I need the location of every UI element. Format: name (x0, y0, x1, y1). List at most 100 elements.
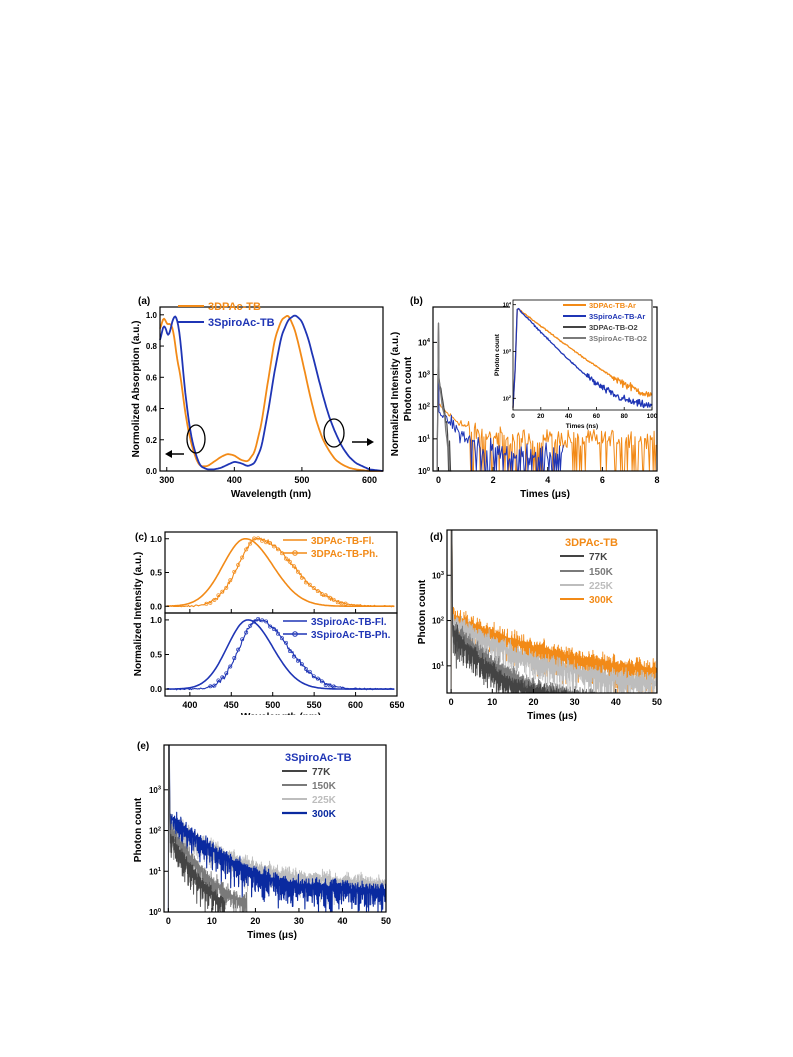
legend-label-3spiroac-fl: 3SpiroAc-TB-Fl. (311, 617, 387, 628)
marker-3dpac-ph (276, 547, 280, 552)
y-tick-label: 100 (149, 908, 161, 917)
panel-b-xlabel: Times (μs) (520, 489, 570, 500)
marker-3spiroac-ph (284, 640, 288, 645)
x-tick-label: 6 (600, 475, 605, 485)
marker-3dpac-ph (224, 585, 229, 590)
x-tick-label: 10 (487, 697, 497, 707)
x-tick-label: 600 (362, 475, 377, 485)
marker-3spiroac-ph (236, 647, 241, 652)
x-tick-label: 4 (545, 475, 550, 485)
panel-e-xlabel: Times (μs) (247, 930, 297, 941)
x-tick-label: 40 (337, 916, 347, 926)
panel-c-axes: 0.0 0.5 1.0 0.0 0.5 1.0 400 450 500 550 600 650 (150, 534, 404, 710)
marker-3dpac-ph (339, 601, 344, 606)
marker-3dpac-ph (284, 556, 288, 561)
marker-3dpac-ph (264, 540, 269, 545)
marker-3spiroac-ph (260, 618, 265, 623)
y-tick-label: 104 (418, 338, 431, 347)
panel-e-frame (163, 744, 387, 913)
panel-a-plot (159, 314, 383, 472)
decay-trace-300k (167, 736, 387, 913)
x-tick-label: 2 (491, 475, 496, 485)
marker-3spiroac-ph (208, 684, 213, 689)
marker-3spiroac-ph (276, 631, 280, 636)
panel-e-axes: 0 10 20 30 40 50 100 101 102 103 (149, 786, 391, 926)
panel-a: (a) 300 400 500 600 0.0 0.2 0.4 0.6 0.8 1.0 Wavel… (131, 296, 384, 500)
marker-3spiroac-ph (224, 671, 229, 676)
x-tick-label: 10 (207, 916, 217, 926)
legend-label-3dpac: 3DPAc-TB (208, 301, 261, 313)
x-tick-label: 450 (224, 700, 239, 710)
x-tick-label: 400 (227, 475, 242, 485)
x-tick-label: 30 (570, 697, 580, 707)
decay-trace-77k (450, 520, 567, 694)
ellipse-annotation-left (186, 424, 206, 454)
marker-3dpac-ph (327, 595, 332, 600)
inset-x-tick-label: 80 (621, 413, 629, 420)
marker-3dpac-ph (228, 578, 233, 583)
y-tick-label: 0.4 (146, 405, 158, 414)
marker-3spiroac-ph (244, 630, 249, 635)
panel-c-plot (166, 536, 395, 691)
marker-3spiroac-ph (232, 656, 237, 661)
decay-trace-3spiroac-ar (436, 322, 564, 472)
marker-3dpac-ph (252, 536, 257, 541)
inset-y-tick-label: 103 (503, 348, 511, 355)
marker-3dpac-ph (244, 547, 249, 552)
marker-3spiroac-ph (319, 679, 324, 684)
x-tick-label: 50 (381, 916, 391, 926)
marker-3dpac-ph (216, 593, 221, 598)
y-tick-label: 0.0 (146, 467, 158, 476)
marker-3spiroac-ph (228, 664, 233, 669)
panel-a-axes: 300 400 500 600 0.0 0.2 0.4 0.6 0.8 1.0 (146, 311, 377, 485)
marker-3spiroac-ph (256, 616, 261, 621)
marker-3spiroac-ph (280, 636, 284, 641)
x-tick-label: 500 (294, 475, 309, 485)
inset-x-tick-label: 60 (593, 413, 601, 420)
marker-3spiroac-ph (331, 684, 336, 689)
y-tick-label: 101 (432, 662, 444, 671)
y-tick-label: 0.0 (150, 601, 162, 611)
inset-xlabel: Times (ns) (566, 423, 598, 430)
marker-3dpac-ph (287, 559, 292, 564)
legend-label-3spiroac: 3SpiroAc-TB (208, 317, 275, 329)
marker-3dpac-ph (208, 600, 213, 605)
marker-3spiroac-ph (303, 666, 308, 671)
marker-3spiroac-ph (327, 683, 332, 688)
x-tick-label: 0 (449, 697, 454, 707)
panel-b-label: (b) (410, 296, 423, 307)
panel-b-inset: 0 20 40 60 80 100 102 103 104 Times (ns) Photon … (494, 299, 658, 430)
y-tick-label: 0.2 (146, 436, 158, 445)
legend-label-3dpac-o2: 3DPAc-TB-O2 (589, 323, 638, 332)
marker-3dpac-ph (335, 600, 340, 605)
legend-label-3spiroac-o2: 3SpiroAc-TB-O2 (589, 334, 647, 343)
y-tick-label: 1.0 (150, 615, 162, 625)
panel-b-axes: 0 2 4 6 8 100 101 102 103 104 (418, 338, 660, 485)
marker-3dpac-ph (299, 575, 304, 580)
panel-d-plot (445, 500, 659, 694)
spectrum-3dpac-ph (166, 537, 395, 608)
legend-label-3spiroac-ar: 3SpiroAc-TB-Ar (589, 312, 645, 321)
arrow-right-icon (352, 438, 374, 446)
panel-b: (b) 0 2 4 6 8 100 101 102 103 104 Times (μs) Phot… (390, 296, 660, 500)
marker-3spiroac-ph (212, 683, 217, 688)
panel-a-frame (159, 306, 384, 472)
marker-3dpac-ph (272, 544, 276, 549)
marker-3spiroac-ph (311, 674, 316, 679)
panel-d-frame (446, 529, 658, 694)
y-tick-label: 0.5 (150, 568, 162, 578)
panel-a-label: (a) (138, 296, 150, 307)
y-tick-label: 103 (432, 571, 444, 580)
marker-3spiroac-ph (315, 676, 320, 681)
inset-frame (512, 299, 653, 411)
legend-label-3spiroac-ph: 3SpiroAc-TB-Ph. (311, 630, 391, 641)
marker-3dpac-ph (212, 597, 217, 602)
y-tick-label: 102 (432, 616, 444, 625)
marker-3dpac-ph (307, 582, 312, 587)
panel-d: (d) 0 10 20 30 40 50 101 102 103 Times (μs) Phot… (417, 500, 662, 722)
inset-x-tick-label: 20 (537, 413, 545, 420)
y-tick-label: 103 (149, 786, 161, 795)
legend-label-3dpac-fl: 3DPAc-TB-Fl. (311, 536, 374, 547)
marker-3dpac-ph (240, 555, 245, 560)
inset-y-tick-label: 104 (503, 301, 512, 308)
